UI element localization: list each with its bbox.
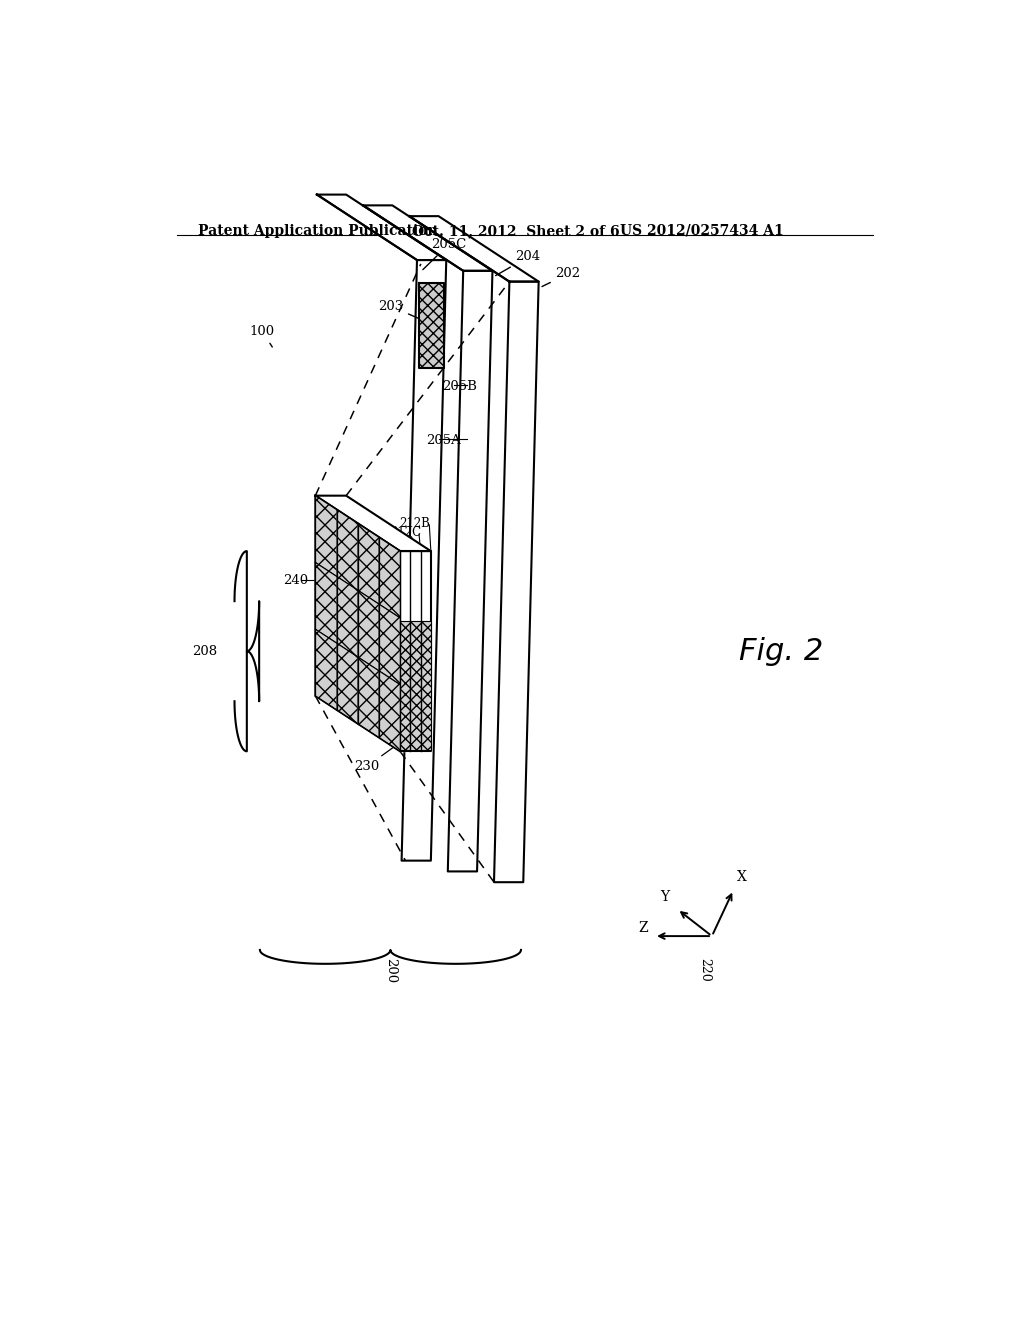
Polygon shape — [337, 510, 357, 590]
Polygon shape — [315, 630, 337, 710]
Polygon shape — [337, 577, 357, 657]
Polygon shape — [410, 216, 539, 281]
Text: 212D: 212D — [382, 536, 414, 548]
Text: 205C: 205C — [423, 238, 466, 269]
Text: Fig. 2: Fig. 2 — [739, 636, 823, 665]
Text: X: X — [736, 870, 746, 884]
Polygon shape — [315, 496, 431, 552]
Polygon shape — [400, 622, 431, 750]
Polygon shape — [401, 260, 446, 861]
Text: 204: 204 — [496, 251, 541, 276]
Polygon shape — [419, 284, 444, 368]
Polygon shape — [337, 643, 357, 723]
Text: 205B: 205B — [441, 380, 476, 393]
Text: 220: 220 — [697, 958, 711, 981]
Polygon shape — [357, 657, 379, 738]
Polygon shape — [316, 194, 446, 260]
Text: 208: 208 — [191, 644, 217, 657]
Text: US 2012/0257434 A1: US 2012/0257434 A1 — [620, 224, 783, 238]
Polygon shape — [379, 671, 400, 751]
Text: Z: Z — [638, 920, 648, 935]
Polygon shape — [364, 206, 493, 271]
Polygon shape — [400, 552, 431, 751]
Text: Patent Application Publication: Patent Application Publication — [199, 224, 438, 238]
Polygon shape — [447, 271, 493, 871]
Text: 212B: 212B — [399, 517, 430, 529]
Text: Y: Y — [660, 890, 670, 904]
Text: 205A: 205A — [426, 434, 461, 446]
Text: 202: 202 — [542, 268, 581, 286]
Polygon shape — [494, 281, 539, 882]
Polygon shape — [357, 590, 379, 671]
Text: 224: 224 — [373, 689, 401, 715]
Polygon shape — [315, 496, 400, 751]
Text: 240: 240 — [283, 574, 308, 587]
Text: 200: 200 — [384, 958, 397, 983]
Polygon shape — [379, 537, 400, 618]
Text: Oct. 11, 2012  Sheet 2 of 6: Oct. 11, 2012 Sheet 2 of 6 — [412, 224, 620, 238]
Text: 100: 100 — [250, 325, 275, 347]
Polygon shape — [315, 496, 337, 577]
Polygon shape — [315, 562, 337, 643]
Polygon shape — [357, 524, 379, 605]
Text: 230: 230 — [354, 742, 400, 774]
Text: 212C: 212C — [390, 527, 421, 539]
Polygon shape — [379, 605, 400, 685]
Text: 203: 203 — [378, 300, 424, 321]
